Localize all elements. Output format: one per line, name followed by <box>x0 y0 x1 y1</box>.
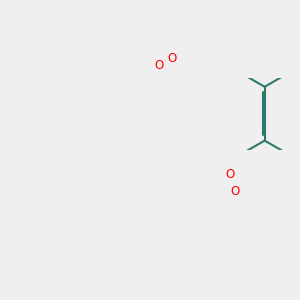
Text: O: O <box>226 167 235 181</box>
Text: O: O <box>230 185 239 198</box>
Text: O: O <box>154 59 164 72</box>
Text: O: O <box>167 52 176 65</box>
